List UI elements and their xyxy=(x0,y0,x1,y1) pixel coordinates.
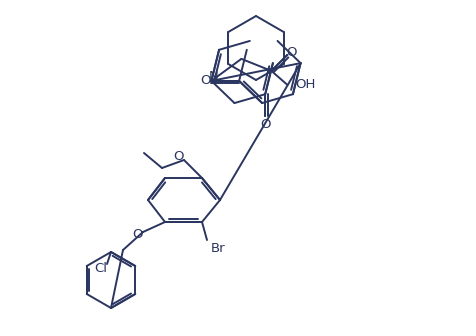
Text: O: O xyxy=(259,118,270,131)
Text: Cl: Cl xyxy=(94,262,107,276)
Text: N: N xyxy=(208,70,218,83)
Text: O: O xyxy=(173,151,184,164)
Text: OH: OH xyxy=(295,78,315,91)
Text: O: O xyxy=(199,74,210,87)
Text: Br: Br xyxy=(210,242,225,254)
Text: O: O xyxy=(132,228,143,242)
Text: O: O xyxy=(286,46,296,59)
